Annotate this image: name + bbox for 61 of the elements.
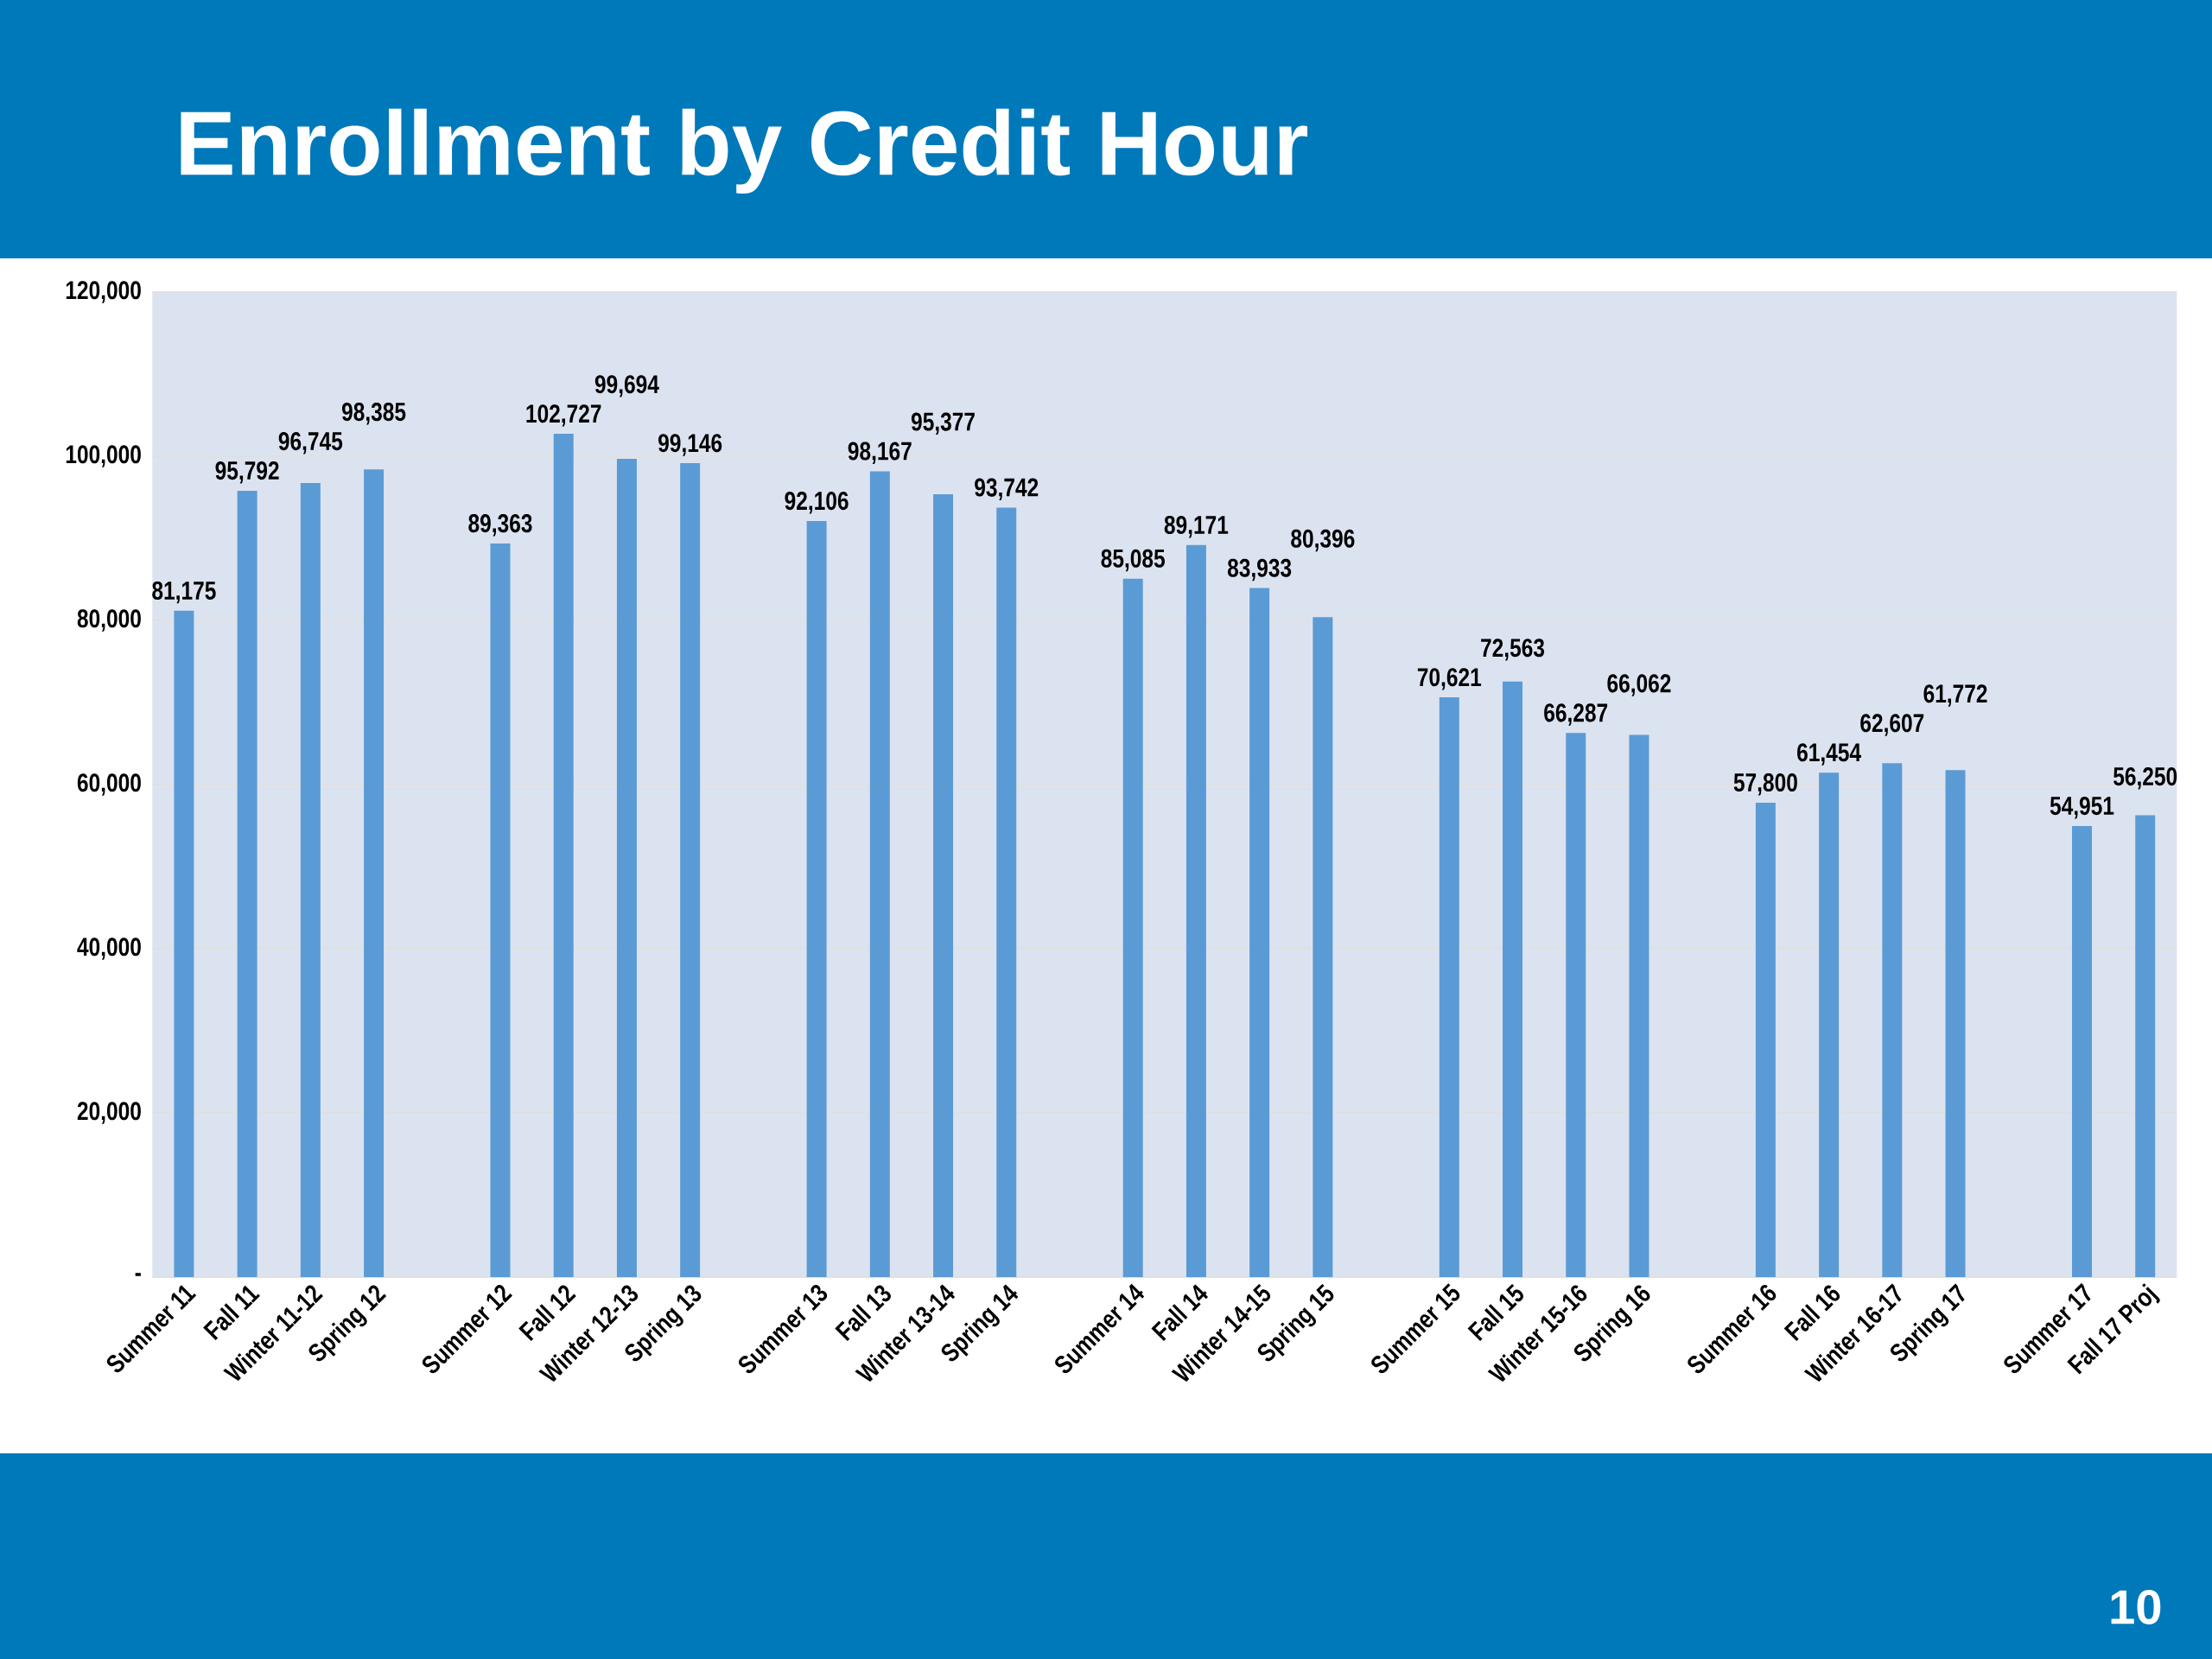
data-label: 61,772 — [1923, 684, 1987, 707]
data-label: 98,385 — [341, 403, 406, 425]
bar — [1185, 544, 1206, 1277]
bar — [996, 507, 1017, 1277]
data-label: 81,175 — [152, 581, 216, 604]
bar — [1122, 578, 1143, 1277]
y-tick-label: 80,000 — [77, 609, 141, 632]
chart-title: Enrollment by Credit Hour — [181, 108, 1308, 194]
data-label: 102,727 — [526, 404, 601, 427]
data-label: 85,085 — [1101, 549, 1165, 572]
y-tick-label: 100,000 — [66, 445, 141, 467]
bar — [806, 520, 827, 1277]
data-label: 56,250 — [2113, 767, 2177, 790]
bar — [869, 471, 890, 1277]
data-label: 95,792 — [215, 461, 279, 484]
data-label: 62,607 — [1860, 714, 1924, 736]
bar — [237, 490, 257, 1277]
bar — [1439, 697, 1459, 1277]
bar — [616, 458, 637, 1277]
bar — [364, 469, 385, 1277]
y-tick-label: 20,000 — [77, 1102, 141, 1124]
bar — [1755, 802, 1776, 1277]
bar — [1629, 734, 1649, 1277]
bar — [300, 482, 321, 1277]
data-label: 99,146 — [658, 434, 722, 456]
data-label: 96,745 — [278, 432, 343, 454]
y-tick-label: - — [135, 1273, 141, 1276]
bar — [2135, 815, 2156, 1277]
bar — [1819, 772, 1840, 1277]
data-label: 83,933 — [1227, 558, 1292, 582]
data-label: 89,171 — [1164, 515, 1229, 538]
bar — [490, 543, 511, 1277]
data-label: 70,621 — [1417, 668, 1482, 690]
data-label: 95,377 — [911, 412, 975, 435]
data-label: 98,167 — [848, 442, 912, 464]
data-label: 66,062 — [1607, 674, 1671, 696]
data-label: 80,396 — [1291, 529, 1355, 552]
bar — [1945, 770, 1966, 1277]
data-label: 66,287 — [1544, 703, 1608, 726]
y-tick-label: 40,000 — [77, 938, 141, 960]
bar — [933, 493, 954, 1277]
data-label: 93,742 — [975, 478, 1039, 500]
bar — [1249, 588, 1270, 1277]
y-tick-label: 120,000 — [66, 281, 141, 303]
y-tick-label: 60,000 — [77, 773, 141, 796]
data-label: 99,694 — [594, 375, 659, 397]
data-label: 61,454 — [1797, 743, 1861, 766]
data-label: 92,106 — [785, 492, 849, 514]
data-label: 72,563 — [1481, 639, 1545, 661]
data-label: 54,951 — [2050, 797, 2114, 819]
bar — [553, 434, 574, 1277]
data-label: 57,800 — [1733, 772, 1797, 796]
bar — [1882, 763, 1903, 1277]
text: 10 — [2111, 1590, 2161, 1624]
bar — [1566, 733, 1586, 1277]
bar — [1313, 617, 1333, 1277]
bar — [680, 463, 701, 1277]
bar — [174, 610, 194, 1277]
bar — [2071, 825, 2092, 1277]
bar — [1503, 681, 1523, 1277]
data-label: 89,363 — [468, 514, 532, 537]
